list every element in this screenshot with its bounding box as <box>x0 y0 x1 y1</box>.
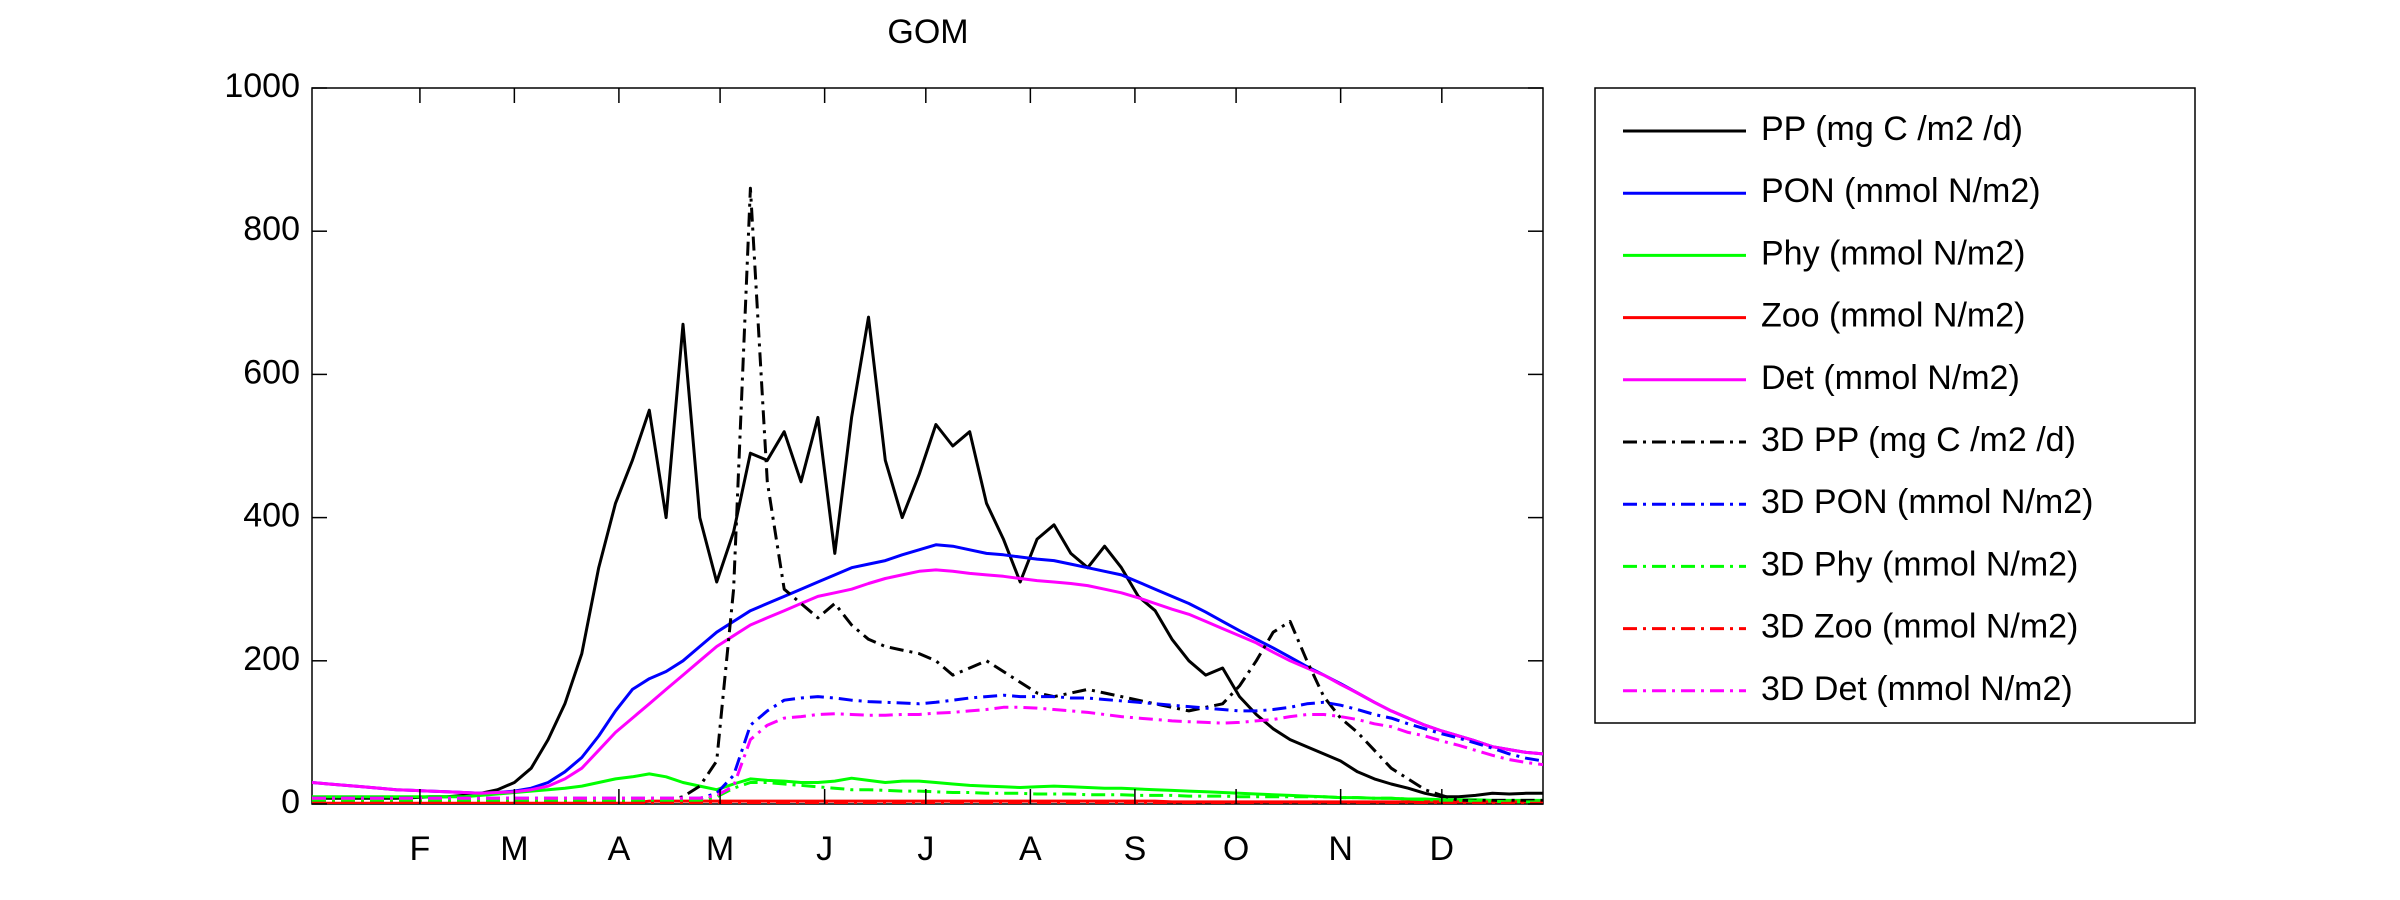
legend-label: PON (mmol N/m2) <box>1761 172 2041 210</box>
legend <box>1594 87 2196 724</box>
series-line <box>312 705 1543 800</box>
y-tick-label: 1000 <box>224 67 300 105</box>
legend-label: 3D Phy (mmol N/m2) <box>1761 545 2078 583</box>
y-tick-label: 600 <box>243 353 300 391</box>
series-line <box>312 781 1543 804</box>
series-line <box>312 568 1543 795</box>
y-tick-label: 400 <box>243 497 300 535</box>
x-tick-label: N <box>1328 830 1353 868</box>
chart-title: GOM <box>887 13 968 51</box>
legend-label: 3D Det (mmol N/m2) <box>1761 670 2073 708</box>
legend-label: PP (mg C /m2 /d) <box>1761 110 2023 148</box>
legend-label: Phy (mmol N/m2) <box>1761 234 2025 272</box>
x-tick-label: F <box>410 830 431 868</box>
legend-label: 3D PP (mg C /m2 /d) <box>1761 421 2076 459</box>
legend-label: 3D Zoo (mmol N/m2) <box>1761 608 2078 646</box>
x-tick-label: M <box>706 830 734 868</box>
x-tick-label: A <box>608 830 631 868</box>
legend-label: 3D PON (mmol N/m2) <box>1761 483 2093 521</box>
lines <box>312 186 1543 804</box>
legend-label: Zoo (mmol N/m2) <box>1761 297 2025 335</box>
legend-label: Det (mmol N/m2) <box>1761 359 2020 397</box>
y-tick-label: 200 <box>243 640 300 678</box>
x-tick-label: J <box>816 830 833 868</box>
x-tick-label: J <box>917 830 934 868</box>
y-tick-label: 0 <box>281 783 300 821</box>
x-tick-label: M <box>500 830 528 868</box>
y-tick-label: 800 <box>243 210 300 248</box>
x-tick-label: D <box>1430 830 1455 868</box>
series-line <box>312 315 1543 800</box>
x-tick-label: S <box>1124 830 1147 868</box>
x-tick-label: A <box>1019 830 1042 868</box>
x-tick-label: O <box>1223 830 1249 868</box>
